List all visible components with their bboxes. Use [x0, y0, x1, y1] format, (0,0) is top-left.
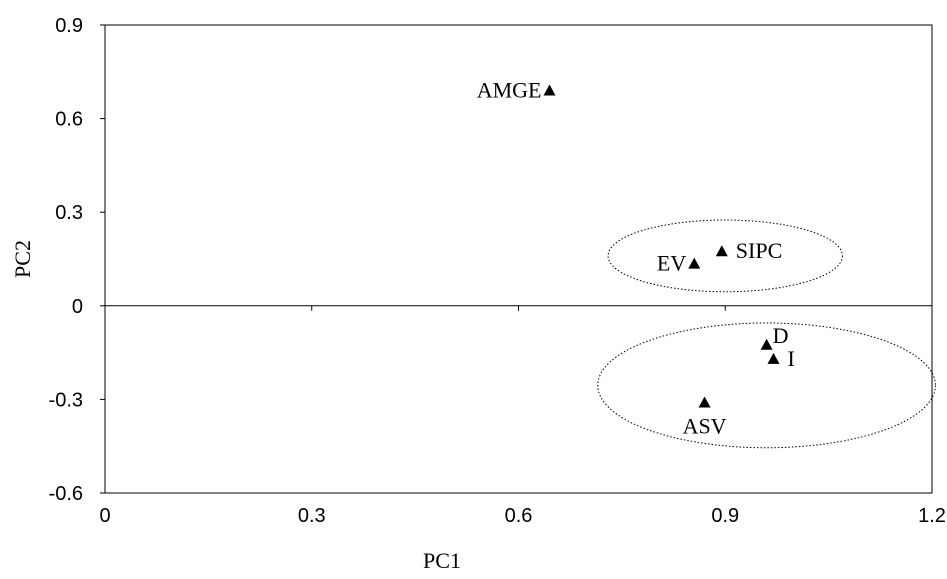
- y-tick-label: -0.6: [49, 483, 83, 505]
- point-label-amge: AMGE: [477, 78, 542, 103]
- point-marker-i: [767, 352, 780, 364]
- point-marker-asv: [698, 396, 711, 408]
- cluster-ellipses: [597, 219, 936, 449]
- point-label-ev: EV: [657, 251, 686, 276]
- y-axis-ticks: -0.6 -0.3 0 0.3 0.6 0.9: [49, 15, 105, 505]
- y-tick-label: 0.9: [55, 15, 83, 37]
- x-tick-label: 0: [99, 505, 110, 527]
- x-axis-ticks: 0 0.3 0.6 0.9 1.2: [99, 305, 946, 527]
- point-marker-ev: [688, 257, 701, 269]
- x-tick-label: 0.9: [711, 505, 739, 527]
- y-axis-title: PC2: [10, 240, 35, 278]
- cluster-ellipse: [597, 322, 936, 449]
- point-label-d: D: [773, 323, 789, 348]
- x-axis-title: PC1: [423, 548, 461, 573]
- plot-frame: [104, 24, 933, 494]
- x-tick-label: 0.6: [505, 505, 533, 527]
- point-label-asv: ASV: [683, 414, 727, 439]
- point-marker-d: [760, 338, 773, 350]
- data-points: AMGE EV SIPC DI ASV: [477, 78, 795, 439]
- point-marker-amge: [543, 84, 556, 96]
- point-label-sipc: SIPC: [736, 238, 782, 263]
- y-tick-label: -0.3: [49, 389, 83, 411]
- cluster-ellipse: [607, 219, 843, 293]
- point-label-i: I: [787, 346, 794, 371]
- y-tick-label: 0: [72, 296, 83, 318]
- x-tick-label: 0.3: [298, 505, 326, 527]
- x-tick-label: 1.2: [918, 505, 946, 527]
- point-marker-sipc: [715, 245, 728, 257]
- y-tick-label: 0.3: [55, 202, 83, 224]
- y-tick-label: 0.6: [55, 109, 83, 131]
